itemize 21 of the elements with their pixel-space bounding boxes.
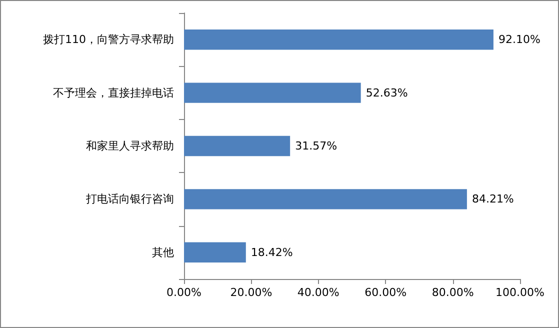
bar — [184, 136, 290, 156]
x-tick-label: 40.00% — [297, 286, 340, 299]
data-label: 92.10% — [498, 33, 540, 46]
y-tick-label: 不予理会，直接挂掉电话 — [53, 86, 174, 100]
data-label: 18.42% — [250, 246, 293, 259]
x-tick-label: 80.00% — [432, 286, 474, 299]
data-label: 52.63% — [366, 86, 408, 100]
x-tick-label: 60.00% — [364, 286, 407, 299]
x-tick-label: 0.00% — [166, 286, 202, 299]
bar — [184, 242, 246, 263]
bar — [184, 29, 494, 50]
x-tick-label: 20.00% — [230, 286, 272, 299]
bar — [184, 189, 467, 210]
y-tick-label: 其他 — [152, 246, 174, 259]
bar — [184, 82, 361, 103]
y-tick-label: 和家里人寻求帮助 — [86, 140, 174, 152]
y-tick-label: 拨打110，向警方寻求帮助 — [43, 33, 174, 46]
y-tick-label: 打电话向银行咨询 — [85, 192, 174, 206]
data-label: 84.21% — [472, 192, 514, 206]
x-tick-label: 100.00% — [496, 286, 544, 299]
data-label: 31.57% — [295, 140, 338, 152]
